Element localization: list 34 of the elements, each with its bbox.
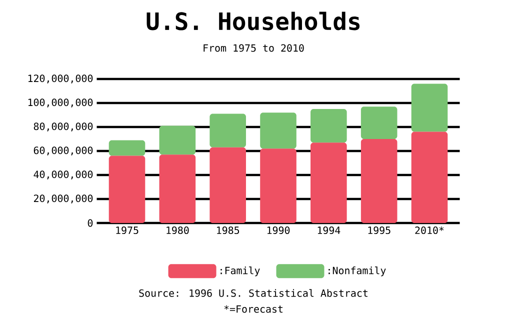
y-tick-label: 120,000,000 — [28, 74, 93, 84]
y-tick-label: 60,000,000 — [34, 146, 93, 156]
bar — [210, 147, 246, 223]
chart-subtitle: From 1975 to 2010 — [204, 44, 304, 52]
bar — [411, 84, 448, 132]
x-tick-label: 1995 — [368, 226, 390, 234]
chart-title: U.S. Households — [146, 12, 360, 30]
x-tick-label: 1980 — [166, 226, 189, 234]
bar — [159, 154, 196, 223]
source-note: Source: 1996 U.S. Statistical Abstract — [139, 289, 368, 297]
bar — [210, 114, 246, 148]
text: *=Forecast — [224, 305, 283, 313]
y-tick-label: 40,000,000 — [34, 170, 93, 180]
y-tick-label: 20,000,000 — [34, 194, 93, 204]
bar — [310, 142, 347, 223]
legend-label: :Family — [220, 266, 260, 276]
bar — [411, 132, 448, 223]
bar — [360, 138, 398, 223]
bar — [159, 126, 196, 155]
y-tick-label: 80,000,000 — [34, 122, 93, 132]
x-tick-label: 1994 — [318, 226, 340, 234]
x-tick-label: 1975 — [116, 226, 138, 234]
bar — [260, 112, 296, 149]
bar — [108, 140, 146, 156]
x-tick-label: 1990 — [267, 226, 290, 234]
y-tick-label: 100,000,000 — [28, 98, 93, 108]
bar — [360, 106, 398, 139]
x-tick-label: 2010* — [415, 226, 444, 234]
bar — [260, 148, 296, 223]
bar — [310, 108, 347, 143]
bar — [108, 156, 146, 223]
legend-label: :Nonfamily — [328, 266, 386, 276]
x-tick-label: 1985 — [217, 226, 240, 234]
y-tick-label: 0 — [88, 219, 93, 227]
